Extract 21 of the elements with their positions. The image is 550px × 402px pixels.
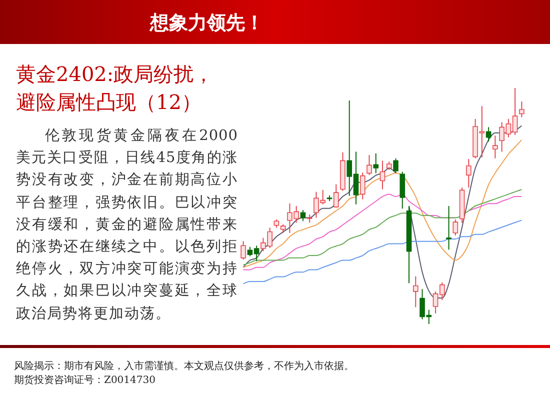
candlestick bbox=[486, 126, 492, 142]
candlestick bbox=[400, 171, 406, 210]
candlestick bbox=[300, 210, 306, 222]
text: 期货投资咨询证号：Z0014730 bbox=[14, 374, 156, 388]
candlestick bbox=[240, 240, 246, 260]
candlestick bbox=[492, 135, 498, 159]
candlestick bbox=[466, 158, 472, 188]
candlestick bbox=[333, 184, 339, 208]
candlestick bbox=[446, 206, 452, 250]
candlestick bbox=[452, 218, 458, 236]
candlestick bbox=[393, 158, 398, 174]
candlestick bbox=[373, 152, 379, 174]
chart-title: 黄金2402:政局纷扰，避险属性凸现（12） bbox=[16, 61, 215, 116]
text: 伦敦现货黄金隔夜在2000美元关口受阻，日线45度角的涨势没有改变，沪金在前期高位小平台整理，强势依旧。巴以冲突没有缓和，黄金的避险属性带来的涨势还在继续之中。以色列拒绝停火，双方冲突可能演变为持久战，如果巴以冲突蔓延，全球政治局势将更加动荡。 bbox=[16, 128, 238, 322]
candlestick bbox=[412, 276, 418, 308]
text: 风险揭示：期市有风险，入市需谨慎。本文观点仅供参考，不作为入市依据。 bbox=[14, 360, 354, 374]
candlestick bbox=[366, 154, 372, 176]
candlestick bbox=[519, 100, 524, 118]
text: 想象力领先！ bbox=[150, 11, 264, 36]
candlestick bbox=[380, 160, 386, 190]
candlestick bbox=[360, 172, 366, 200]
